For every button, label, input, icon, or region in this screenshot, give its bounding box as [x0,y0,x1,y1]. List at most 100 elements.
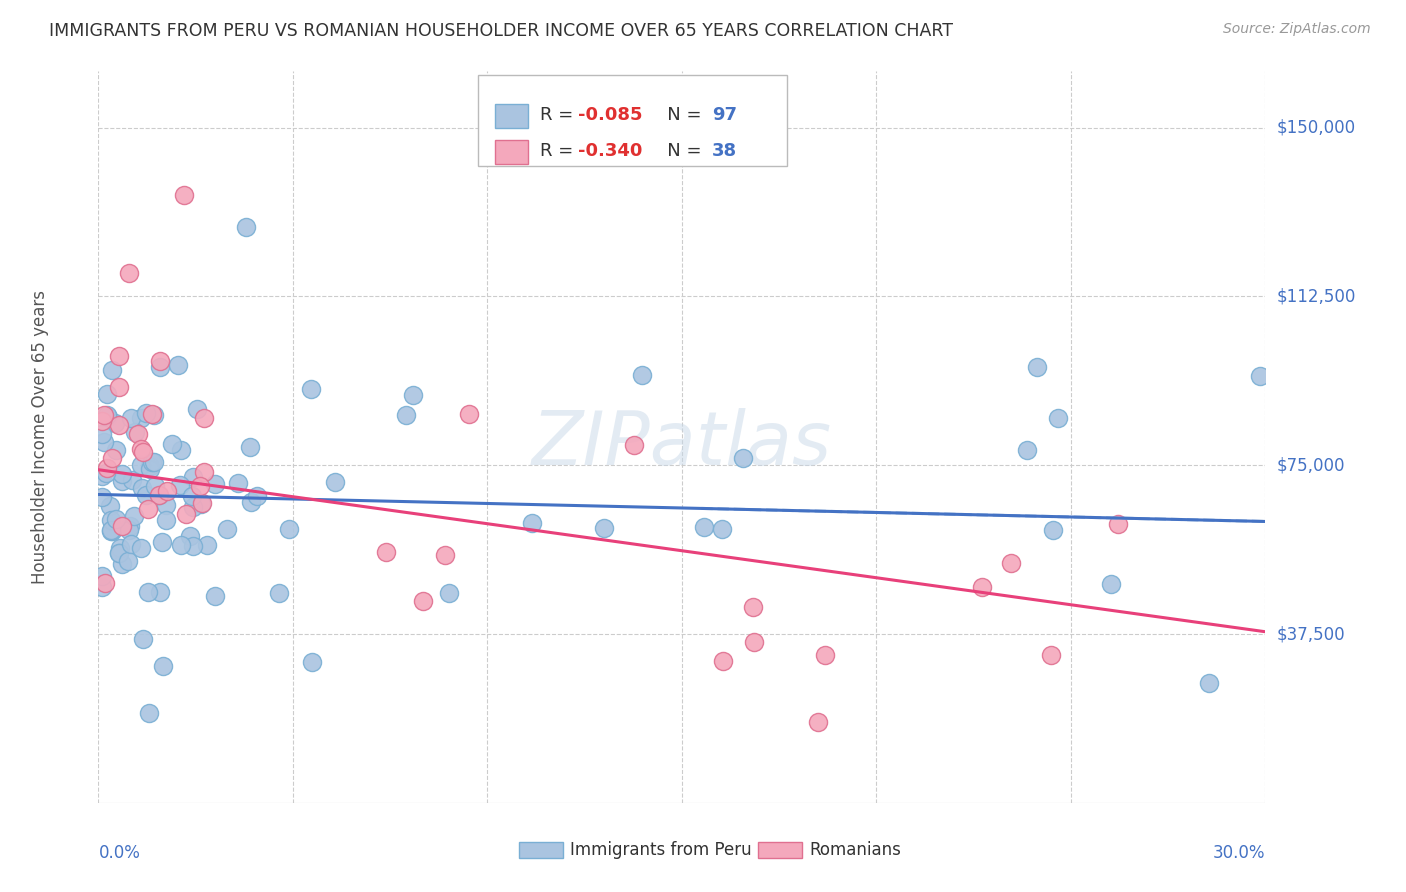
Text: $37,500: $37,500 [1277,625,1346,643]
Point [152,659,174,673]
Point [814,648,837,663]
Point [395,408,418,422]
Point [129,458,152,472]
Point [169,478,191,492]
Point [170,538,193,552]
Text: -0.085: -0.085 [578,106,643,124]
Point [122,508,145,523]
Point [101,524,124,539]
Point [731,450,754,465]
Point [148,488,170,502]
Text: Immigrants from Peru: Immigrants from Peru [569,840,751,859]
FancyBboxPatch shape [758,841,801,858]
Point [155,498,177,512]
Point [181,500,204,514]
Point [101,450,124,465]
Point [142,455,165,469]
Point [101,362,124,376]
Point [156,484,179,499]
Point [150,535,173,549]
Point [108,417,131,432]
Point [193,465,215,479]
Point [1198,676,1220,690]
Point [181,470,204,484]
Point [139,461,162,475]
Point [239,495,262,509]
Point [970,580,993,594]
Point [110,474,132,488]
Text: -0.340: -0.340 [578,142,643,160]
Point [412,593,434,607]
Point [108,541,131,555]
Point [136,502,159,516]
Point [103,416,125,430]
Point [117,554,139,568]
Point [235,219,257,234]
Point [96,467,118,481]
Point [124,425,146,440]
Point [630,368,652,382]
Text: N =: N = [651,106,707,124]
Text: $75,000: $75,000 [1277,456,1346,475]
Point [94,576,117,591]
Text: $150,000: $150,000 [1277,119,1355,136]
Point [1107,516,1129,531]
Point [181,539,204,553]
Point [96,387,118,401]
Point [693,520,716,534]
Point [96,460,118,475]
Point [190,497,212,511]
FancyBboxPatch shape [495,104,527,128]
Point [711,522,734,536]
Point [520,516,543,530]
Point [155,513,177,527]
Point [132,445,155,459]
Text: Romanians: Romanians [808,840,901,859]
Point [138,706,160,720]
Point [141,407,163,421]
Point [1026,360,1049,375]
Point [174,507,197,521]
Point [98,499,121,513]
Point [91,490,114,504]
Point [1099,576,1122,591]
Point [741,599,763,614]
Point [299,382,322,396]
Point [118,266,141,280]
Text: Source: ZipAtlas.com: Source: ZipAtlas.com [1223,22,1371,37]
Point [149,585,172,599]
Point [1249,368,1271,383]
Point [93,434,115,449]
Point [433,549,456,563]
Point [127,426,149,441]
Point [204,477,226,491]
Point [107,350,129,364]
Point [226,476,249,491]
Point [807,714,830,729]
Text: Householder Income Over 65 years: Householder Income Over 65 years [31,290,49,584]
Point [402,388,425,402]
Point [1015,443,1038,458]
Point [239,440,262,454]
Point [593,521,616,535]
Point [180,488,202,502]
Point [111,557,134,571]
Point [179,529,201,543]
Text: ZIPatlas: ZIPatlas [531,409,832,481]
Point [120,536,142,550]
Point [1042,523,1064,537]
Text: 30.0%: 30.0% [1213,845,1265,863]
FancyBboxPatch shape [478,75,787,167]
Point [742,634,765,648]
FancyBboxPatch shape [495,140,527,164]
Point [129,410,152,425]
Point [374,545,396,559]
Point [96,409,118,423]
Text: 38: 38 [713,142,737,160]
Point [104,512,127,526]
Point [107,545,129,559]
Point [91,413,114,427]
Point [97,410,120,425]
Point [107,546,129,560]
Point [1046,410,1069,425]
